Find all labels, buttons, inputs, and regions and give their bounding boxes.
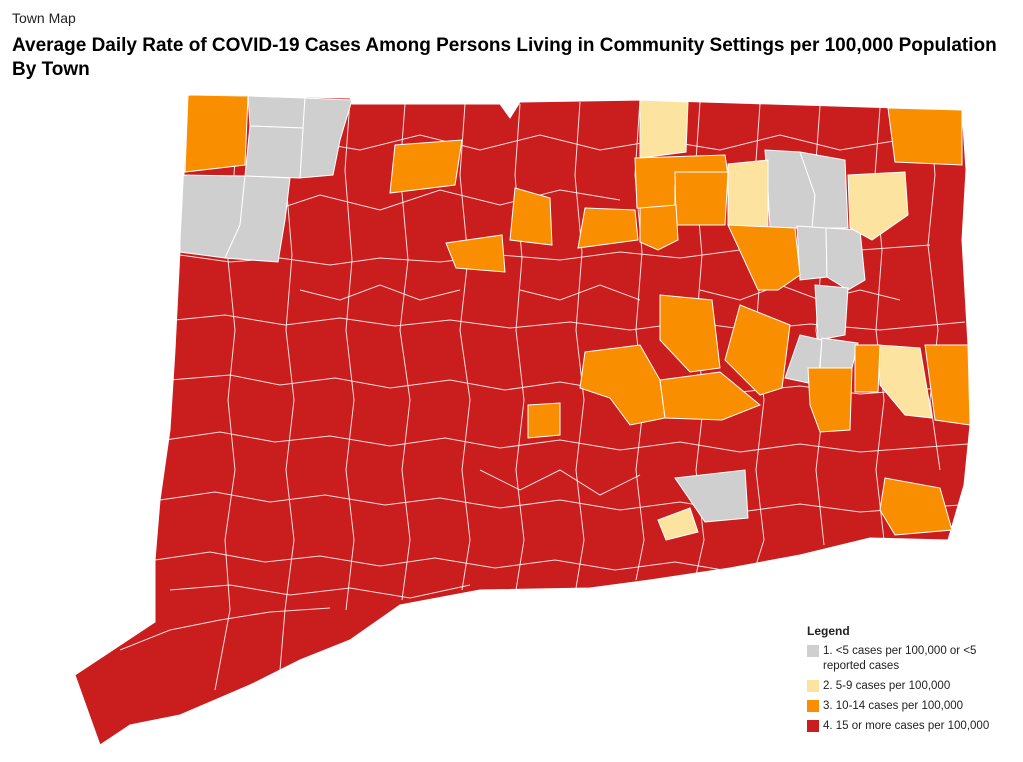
town-gray xyxy=(674,469,749,523)
legend-item-category-1: 1. <5 cases per 100,000 or <5 reported c… xyxy=(807,644,1017,674)
town-orange xyxy=(509,187,553,246)
town-gray xyxy=(814,284,849,341)
legend-label: 3. 10-14 cases per 100,000 xyxy=(823,700,964,712)
town-orange xyxy=(659,294,721,373)
town-orange xyxy=(659,371,761,421)
map-legend: Legend 1. <5 cases per 100,000 or <5 rep… xyxy=(807,624,1017,739)
town-yellow xyxy=(877,344,933,419)
town-gray xyxy=(819,337,859,369)
town-orange xyxy=(727,224,801,291)
legend-swatch xyxy=(807,700,819,712)
town-yellow xyxy=(847,171,909,241)
town-orange xyxy=(527,402,561,439)
legend-item-category-2: 2. 5-9 cases per 100,000 xyxy=(807,679,1017,694)
towns-category-3 xyxy=(184,95,970,536)
town-orange xyxy=(579,344,666,426)
town-orange xyxy=(445,234,506,273)
town-gray xyxy=(247,95,306,129)
legend-label: 4. 15 or more cases per 100,000 xyxy=(823,720,990,732)
town-gray xyxy=(796,225,828,281)
towns-category-1 xyxy=(179,95,866,523)
town-gray xyxy=(224,175,291,263)
town-orange xyxy=(389,139,463,194)
legend-item-category-3: 3. 10-14 cases per 100,000 xyxy=(807,699,1017,714)
town-orange xyxy=(887,107,963,166)
town-yellow xyxy=(639,99,689,159)
legend-item-category-4: 4. 15 or more cases per 100,000 xyxy=(807,719,1017,734)
town-orange xyxy=(854,344,881,393)
town-orange xyxy=(807,367,853,433)
legend-label: 2. 5-9 cases per 100,000 xyxy=(823,680,951,692)
town-orange xyxy=(639,204,679,251)
town-yellow xyxy=(657,507,699,541)
map-subtitle: Town Map xyxy=(12,10,76,26)
legend-label: 1. <5 cases per 100,000 or <5 reported c… xyxy=(823,645,977,672)
legend-title: Legend xyxy=(807,624,850,638)
town-orange xyxy=(577,207,639,249)
legend-swatch xyxy=(807,720,819,732)
legend-swatch xyxy=(807,645,819,657)
legend-swatch xyxy=(807,680,819,692)
town-orange xyxy=(184,95,249,173)
towns-category-2 xyxy=(639,99,933,541)
town-gray xyxy=(244,125,304,179)
town-orange xyxy=(879,477,953,536)
town-orange xyxy=(724,304,791,396)
town-orange xyxy=(924,344,970,426)
town-orange xyxy=(674,171,729,226)
map-title: Average Daily Rate of COVID-19 Cases Amo… xyxy=(12,35,997,80)
town-yellow xyxy=(727,159,769,229)
